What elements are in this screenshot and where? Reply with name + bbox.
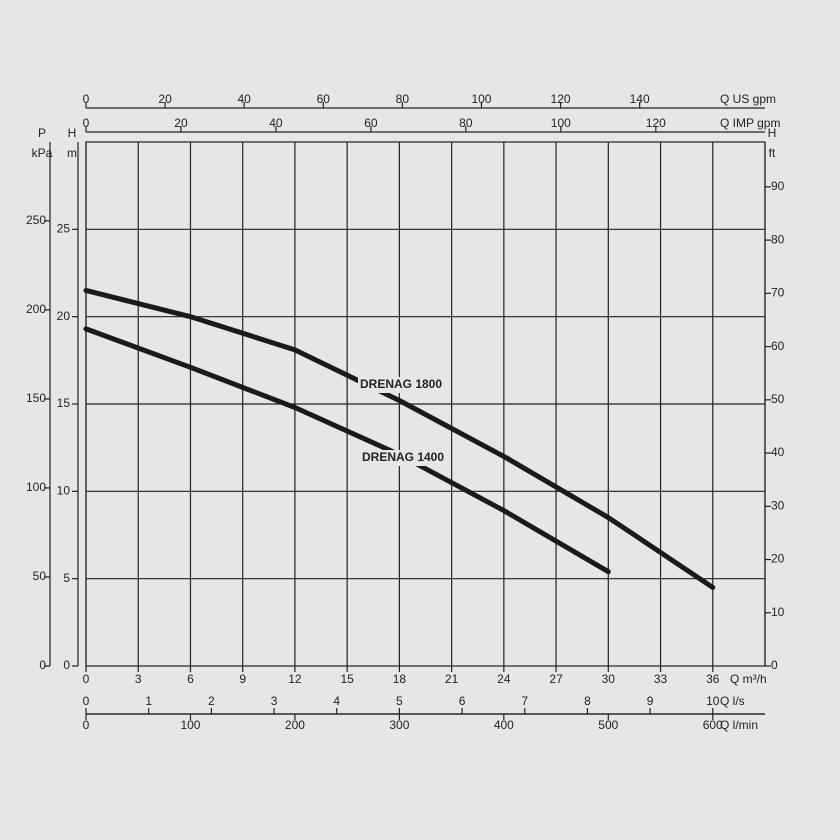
y-tick-label: 0: [63, 658, 70, 672]
y-tick-label: 15: [57, 396, 71, 410]
kpa-tick-label: 200: [26, 302, 46, 316]
x-tick-label: 21: [445, 672, 459, 686]
us_gpm-tick-label: 0: [83, 92, 90, 106]
us_gpm-tick-label: 80: [396, 92, 410, 106]
us_gpm-tick-label: 40: [238, 92, 252, 106]
l_min-tick-label: 200: [285, 718, 305, 732]
kpa-axis-label: P: [38, 126, 46, 140]
kpa-axis-label: kPa: [32, 146, 53, 160]
l_s-tick-label: 4: [333, 694, 340, 708]
kpa-tick-label: 250: [26, 213, 46, 227]
us_gpm-tick-label: 20: [158, 92, 172, 106]
imp_gpm-tick-label: 0: [83, 116, 90, 130]
l_s-tick-label: 9: [647, 694, 654, 708]
us_gpm-tick-label: 140: [630, 92, 650, 106]
ft-axis-label: ft: [769, 146, 776, 160]
x-tick-label: 33: [654, 672, 668, 686]
ft-tick-label: 70: [771, 286, 785, 300]
l_min-tick-label: 600: [703, 718, 723, 732]
kpa-tick-label: 50: [33, 569, 47, 583]
ft-tick-label: 30: [771, 498, 785, 512]
l_s-tick-label: 2: [208, 694, 215, 708]
x-tick-label: 9: [239, 672, 246, 686]
l_min-tick-label: 0: [83, 718, 90, 732]
curve-label: DRENAG 1800: [360, 377, 442, 391]
us_gpm-tick-label: 60: [317, 92, 331, 106]
l_s-tick-label: 5: [396, 694, 403, 708]
ft-tick-label: 40: [771, 445, 785, 459]
l_min-tick-label: 300: [389, 718, 409, 732]
x-axis-label: Q m³/h: [730, 672, 767, 686]
l_s-tick-label: 0: [83, 694, 90, 708]
l_min-tick-label: 400: [494, 718, 514, 732]
l_s-tick-label: 6: [459, 694, 466, 708]
kpa-tick-label: 100: [26, 480, 46, 494]
x-tick-label: 0: [83, 672, 90, 686]
x-tick-label: 15: [340, 672, 354, 686]
y-tick-label: 20: [57, 309, 71, 323]
imp_gpm-tick-label: 100: [551, 116, 571, 130]
kpa-tick-label: 150: [26, 391, 46, 405]
imp_gpm-tick-label: 60: [364, 116, 378, 130]
ft-tick-label: 50: [771, 392, 785, 406]
l_s-tick-label: 7: [521, 694, 528, 708]
x-tick-label: 27: [549, 672, 563, 686]
l_min-tick-label: 500: [598, 718, 618, 732]
imp_gpm-tick-label: 80: [459, 116, 473, 130]
curve: [83, 287, 716, 590]
ft-tick-label: 80: [771, 232, 785, 246]
imp_gpm-axis-label: Q IMP gpm: [720, 116, 780, 130]
l_s-tick-label: 8: [584, 694, 591, 708]
l_s-axis-label: Q l/s: [720, 694, 745, 708]
curve-label-bg: [360, 450, 446, 466]
ft-tick-label: 60: [771, 339, 785, 353]
us_gpm-axis-label: Q US gpm: [720, 92, 776, 106]
imp_gpm-tick-label: 40: [269, 116, 283, 130]
l_min-axis-label: Q l/min: [720, 718, 758, 732]
x-tick-label: 12: [288, 672, 302, 686]
y-axis-label: m: [67, 146, 77, 160]
us_gpm-tick-label: 100: [471, 92, 491, 106]
kpa-tick-label: 0: [39, 658, 46, 672]
y-axis-label: H: [68, 126, 77, 140]
y-tick-label: 5: [63, 571, 70, 585]
l_s-tick-label: 10: [706, 694, 720, 708]
l_s-tick-label: 1: [145, 694, 152, 708]
x-tick-label: 18: [393, 672, 407, 686]
ft-tick-label: 20: [771, 552, 785, 566]
y-tick-label: 10: [57, 484, 71, 498]
imp_gpm-tick-label: 120: [646, 116, 666, 130]
l_s-tick-label: 3: [271, 694, 278, 708]
ft-tick-label: 90: [771, 179, 785, 193]
l_min-tick-label: 100: [180, 718, 200, 732]
curve-label-bg: [358, 377, 444, 393]
x-tick-label: 36: [706, 672, 720, 686]
curve: [83, 326, 611, 575]
curve-label: DRENAG 1400: [362, 450, 444, 464]
x-tick-label: 30: [602, 672, 616, 686]
ft-tick-label: 0: [771, 658, 778, 672]
us_gpm-tick-label: 120: [551, 92, 571, 106]
x-tick-label: 24: [497, 672, 511, 686]
ft-tick-label: 10: [771, 605, 785, 619]
x-tick-label: 3: [135, 672, 142, 686]
ft-axis-label: H: [768, 126, 777, 140]
y-tick-label: 25: [57, 222, 71, 236]
x-tick-label: 6: [187, 672, 194, 686]
imp_gpm-tick-label: 20: [174, 116, 188, 130]
